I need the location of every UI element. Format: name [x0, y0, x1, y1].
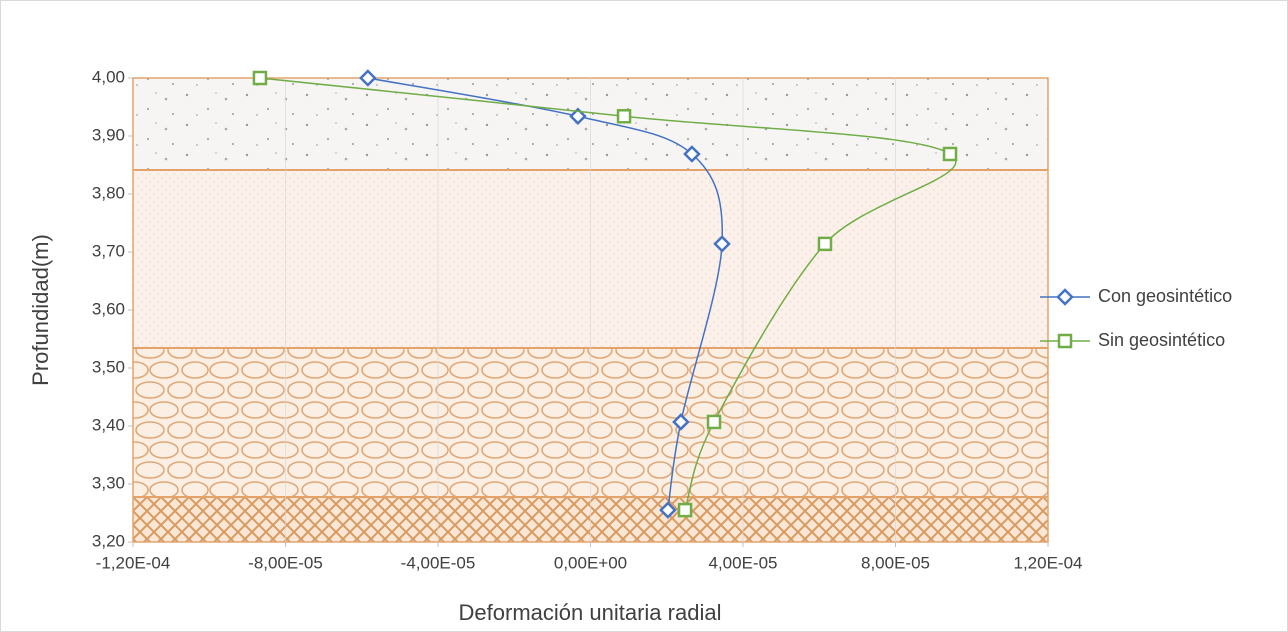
marker — [683, 145, 701, 163]
y-axis-title: Profundidad(m) — [28, 234, 53, 386]
marker — [1057, 333, 1073, 349]
y-tick-label: 3,80 — [92, 183, 125, 202]
marker — [252, 70, 268, 86]
marker — [659, 501, 677, 519]
x-tick-label: 4,00E-05 — [709, 553, 778, 572]
y-tick-label: 4,00 — [92, 67, 125, 86]
marker — [359, 69, 377, 87]
marker — [569, 107, 587, 126]
x-tick-label: -8,00E-05 — [248, 553, 323, 572]
x-tick-label: -4,00E-05 — [401, 553, 476, 572]
x-tick-label: -1,20E-04 — [96, 553, 171, 572]
legend-item: Sin geosintético — [1040, 330, 1225, 350]
x-tick-label: 1,20E-04 — [1014, 553, 1083, 572]
x-tick-label: 0,00E+00 — [554, 553, 627, 572]
marker — [616, 109, 632, 124]
x-tick-label: 8,00E-05 — [861, 553, 930, 572]
y-tick-label: 3,20 — [92, 531, 125, 550]
marker — [817, 236, 833, 252]
legend-label: Con geosintético — [1098, 286, 1232, 306]
marker — [706, 414, 722, 430]
legend-item: Con geosintético — [1040, 286, 1232, 306]
y-tick-label: 3,70 — [92, 241, 125, 260]
y-tick-label: 3,40 — [92, 415, 125, 434]
marker — [677, 502, 693, 518]
marker — [713, 235, 731, 253]
legend-label: Sin geosintético — [1098, 330, 1225, 350]
marker — [672, 413, 690, 431]
marker — [942, 146, 958, 162]
x-axis-title: Deformación unitaria radial — [459, 600, 722, 625]
y-tick-label: 3,90 — [92, 125, 125, 144]
y-tick-label: 3,30 — [92, 473, 125, 492]
marker — [1056, 288, 1074, 306]
y-tick-label: 3,50 — [92, 357, 125, 376]
y-tick-label: 3,60 — [92, 299, 125, 318]
